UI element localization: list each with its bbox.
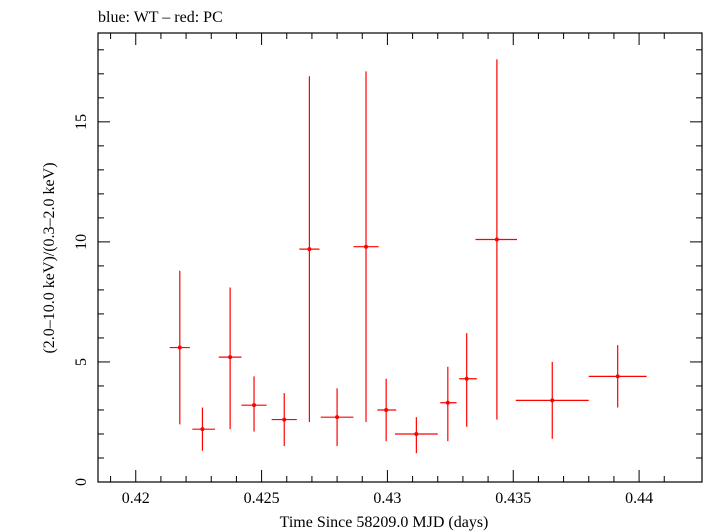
data-point [320,388,354,446]
x-tick-label: 0.44 [625,490,653,507]
data-point [377,378,397,442]
plot-frame [97,32,703,483]
point-marker [177,345,182,350]
data-point [271,393,297,446]
y-tick-label: 10 [73,234,90,250]
y-axis: 0 5 10 15 [73,49,702,486]
data-point [192,407,216,451]
chart-title: blue: WT – red: PC [98,9,223,26]
point-marker [384,407,389,412]
data-point [588,345,647,408]
point-marker [464,376,469,381]
data-point [241,376,267,432]
point-marker [550,398,555,403]
point-marker [364,244,369,249]
data-point [169,270,190,425]
data-point [475,59,518,420]
y-tick-label: 0 [73,478,90,486]
x-tick-label: 0.425 [244,490,280,507]
point-marker [335,415,340,420]
point-marker [494,237,499,242]
point-marker [414,431,419,436]
y-tick-label: 5 [73,358,90,366]
y-axis-label: (2.0–10.0 keV)/(0.3–2.0 keV) [41,162,58,353]
data-point [353,71,379,422]
point-marker [252,403,257,408]
x-tick-label: 0.43 [373,490,401,507]
data-point [440,366,457,442]
data-point [299,76,320,422]
data-points [169,59,647,454]
x-tick-label: 0.42 [122,490,150,507]
x-axis-label: Time Since 58209.0 MJD (days) [280,514,489,531]
data-point [394,417,438,454]
x-axis: 0.42 0.425 0.43 0.435 0.44 [110,33,665,507]
data-point [218,287,242,430]
point-marker [228,355,233,360]
point-marker [282,417,287,422]
x-tick-label: 0.435 [495,490,531,507]
point-marker [200,427,205,432]
y-tick-label: 15 [73,114,90,130]
point-marker [615,374,620,379]
data-point [459,333,477,427]
point-marker [307,247,312,252]
data-point [515,361,589,439]
point-marker [445,400,450,405]
